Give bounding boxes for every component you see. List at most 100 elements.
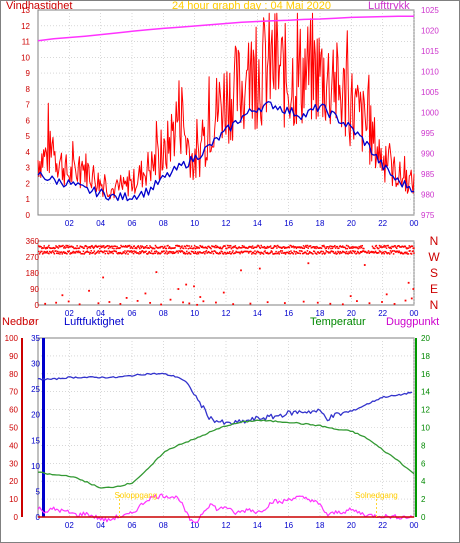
direction-point [161, 251, 164, 253]
direction-point [93, 246, 96, 248]
direction-point [80, 245, 82, 248]
direction-point [277, 251, 280, 253]
direction-point [225, 253, 227, 255]
direction-point [312, 246, 315, 248]
direction-point [259, 247, 262, 249]
direction-point [390, 251, 392, 254]
direction-point [71, 246, 74, 248]
direction-panel-x-tick-label: 08 [159, 309, 168, 318]
direction-point [392, 246, 394, 248]
direction-point [189, 252, 191, 255]
direction-point [284, 246, 287, 249]
direction-point [410, 245, 412, 248]
direction-point [233, 252, 236, 254]
direction-point [287, 251, 289, 254]
wind-panel-x-tick-label: 14 [253, 219, 262, 228]
direction-point [178, 250, 180, 252]
wind-panel-x-tick-label: 06 [128, 219, 137, 228]
direction-point [380, 245, 382, 247]
wind-y-tick-label: 10 [21, 53, 30, 62]
direction-point [280, 246, 282, 249]
direction-point [95, 252, 97, 254]
direction-point [62, 244, 64, 247]
direction-point [41, 247, 44, 249]
direction-point [98, 252, 100, 254]
precip-axis-bar [21, 338, 23, 517]
direction-point [119, 247, 121, 249]
precip-y-tick-label: 50 [9, 424, 18, 433]
direction-point [398, 250, 400, 252]
direction-point [410, 297, 413, 300]
direction-point [164, 252, 166, 255]
temperature-line [37, 419, 415, 489]
precip-y-tick-label: 0 [14, 513, 19, 522]
direction-point [193, 252, 195, 254]
direction-point [89, 247, 92, 249]
direction-point [107, 252, 110, 255]
direction-point [327, 251, 329, 253]
direction-point [363, 264, 366, 266]
direction-point [330, 250, 332, 253]
direction-point [291, 246, 293, 248]
direction-point [45, 247, 47, 250]
direction-point [400, 246, 403, 248]
direction-point [399, 251, 401, 254]
temperature-axis-title: Temperatur [310, 316, 366, 328]
direction-point [108, 245, 110, 247]
direction-point [229, 253, 232, 255]
direction-point [43, 250, 45, 253]
direction-point [59, 246, 61, 248]
wind-y-tick-label: 11 [22, 38, 31, 47]
direction-point [251, 245, 254, 247]
direction-point [197, 247, 200, 249]
direction-point [132, 245, 135, 248]
direction-point [147, 247, 150, 249]
direction-point [273, 245, 276, 247]
direction-point [348, 246, 350, 248]
direction-point [165, 247, 168, 250]
humidity-y-tick-label: 20 [31, 411, 40, 420]
direction-point [142, 247, 145, 250]
direction-point [265, 246, 267, 249]
direction-point [207, 250, 210, 253]
direction-point [138, 253, 140, 255]
direction-point [135, 252, 138, 254]
wind-panel-x-tick-label: 22 [378, 219, 387, 228]
direction-point [53, 247, 56, 250]
direction-point [339, 245, 342, 247]
direction-point [345, 247, 347, 250]
direction-point [179, 251, 182, 253]
direction-point [163, 246, 165, 249]
pressure-y-tick-label: 990 [421, 150, 435, 159]
direction-point [341, 251, 343, 254]
pressure-y-tick-label: 995 [421, 129, 435, 138]
direction-point [79, 251, 82, 253]
direction-point [262, 252, 264, 254]
direction-point [315, 252, 317, 255]
wind-y-tick-label: 8 [26, 85, 31, 94]
direction-point [318, 247, 320, 249]
direction-point [103, 247, 106, 249]
direction-point [48, 250, 51, 253]
direction-point [149, 301, 152, 304]
direction-point [380, 251, 382, 253]
direction-point [369, 251, 371, 253]
direction-point [104, 252, 107, 255]
direction-point [220, 247, 223, 250]
direction-point [38, 245, 40, 247]
direction-point [356, 246, 358, 248]
direction-point [39, 245, 42, 248]
direction-point [224, 245, 226, 247]
direction-point [257, 250, 259, 253]
temperature-y-tick-label: 12 [421, 406, 430, 415]
precip-y-tick-label: 70 [9, 388, 18, 397]
direction-point [394, 250, 396, 253]
direction-point [52, 246, 55, 249]
direction-point [136, 252, 139, 254]
direction-point [222, 253, 225, 255]
direction-point [301, 250, 303, 253]
direction-point [173, 252, 176, 254]
direction-point [208, 246, 211, 249]
direction-point [105, 245, 107, 248]
direction-point [146, 253, 148, 255]
